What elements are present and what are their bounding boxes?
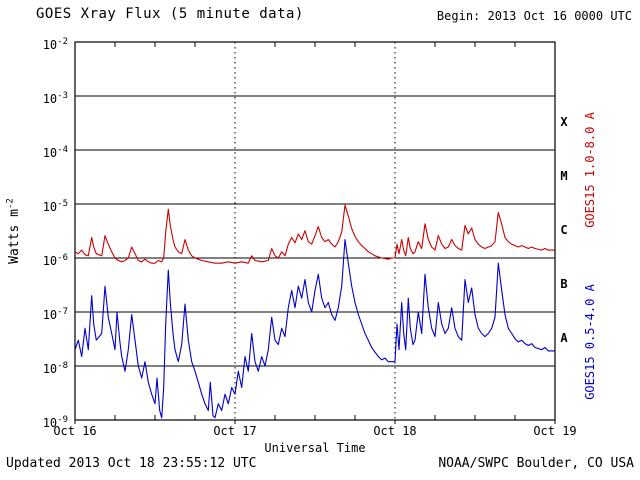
x-tick-label: Oct 19	[533, 424, 577, 438]
y-tick-label: 10-3	[42, 91, 68, 106]
y-tick-label: 10-5	[42, 199, 68, 214]
series-label-long-wavelength: GOES15 1.0-8.0 A	[583, 112, 597, 228]
series-line-short	[74, 238, 555, 419]
x-tick-label: Oct 17	[213, 424, 257, 438]
series-label-short-wavelength: GOES15 0.5-4.0 A	[583, 284, 597, 400]
begin-timestamp: Begin: 2013 Oct 16 0000 UTC	[436, 9, 632, 23]
chart-title: GOES Xray Flux (5 minute data)	[36, 6, 304, 22]
flare-class-m: M	[560, 169, 568, 183]
y-axis-title: Watts m-2	[6, 198, 22, 264]
y-tick-label: 10-2	[42, 37, 68, 52]
y-tick-label: 10-4	[42, 145, 68, 160]
x-tick-label: Oct 18	[373, 424, 417, 438]
updated-timestamp: Updated 2013 Oct 18 23:55:12 UTC	[6, 456, 257, 471]
y-tick-label: 10-6	[42, 253, 68, 268]
y-tick-label: 10-9	[42, 415, 68, 430]
flare-class-c: C	[560, 223, 568, 237]
flare-class-a: A	[560, 331, 568, 345]
x-tick-label: Oct 16	[53, 424, 97, 438]
y-tick-label: 10-7	[42, 307, 68, 322]
flare-class-b: B	[560, 277, 568, 291]
source-credit: NOAA/SWPC Boulder, CO USA	[438, 456, 634, 471]
y-axis-title-text: Watts m-2	[5, 198, 23, 264]
flare-class-x: X	[560, 115, 568, 129]
series-line-long	[74, 204, 555, 264]
x-axis-title: Universal Time	[264, 441, 366, 455]
y-tick-label: 10-8	[42, 361, 68, 376]
plot-frame	[74, 41, 556, 421]
